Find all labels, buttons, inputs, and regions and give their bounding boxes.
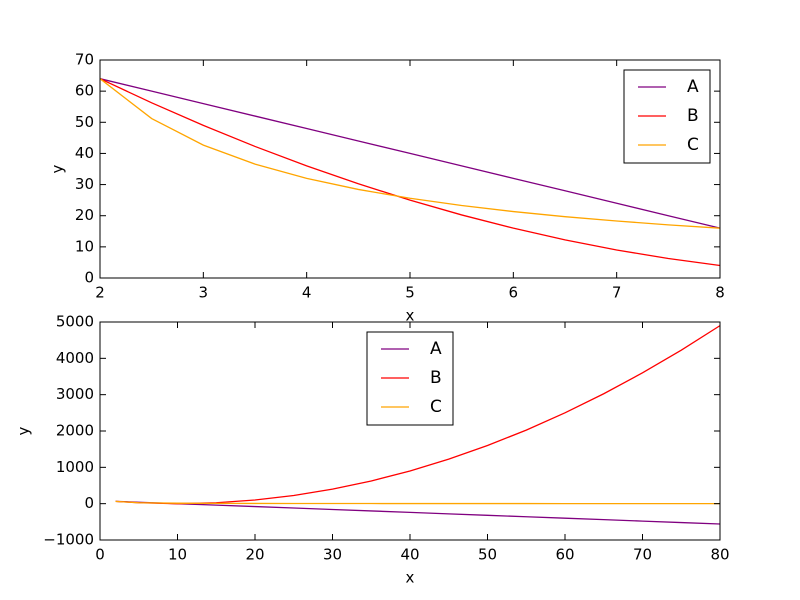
x-tick-label: 60 (555, 546, 574, 564)
y-tick-label: −1000 (43, 531, 94, 549)
legend-label: B (687, 106, 699, 126)
y-tick-label: 4000 (56, 349, 94, 367)
y-tick-label: 20 (75, 206, 94, 224)
x-tick-label: 50 (478, 546, 497, 564)
legend-box (623, 69, 711, 164)
legend-label: A (430, 339, 442, 359)
line-series (115, 500, 721, 525)
y-tick-label: 0 (84, 494, 94, 512)
x-tick-label: 0 (95, 546, 105, 564)
x-tick-label: 70 (633, 546, 652, 564)
x-tick-label: 30 (323, 546, 342, 564)
x-tick-label: 4 (302, 284, 312, 302)
y-tick-label: 70 (75, 51, 94, 69)
y-tick-label: 2000 (56, 422, 94, 440)
y-tick-label: 3000 (56, 385, 94, 403)
y-tick-label: 5000 (56, 313, 94, 331)
y-axis-label: y (15, 426, 33, 435)
line-series (99, 78, 721, 267)
line-series (115, 500, 721, 505)
line-series (99, 78, 721, 229)
x-tick-label: 40 (400, 546, 419, 564)
y-tick-label: 10 (75, 237, 94, 255)
legend-label: C (687, 135, 699, 155)
legend-label: C (430, 397, 442, 417)
x-tick-label: 6 (509, 284, 519, 302)
legend-label: B (430, 368, 442, 388)
x-tick-label: 10 (168, 546, 187, 564)
x-tick-label: 5 (405, 284, 415, 302)
y-tick-label: 40 (75, 144, 94, 162)
line-series (99, 78, 721, 229)
legend-label: A (687, 77, 699, 97)
x-tick-label: 3 (199, 284, 209, 302)
y-tick-label: 0 (84, 269, 94, 287)
x-tick-label: 20 (245, 546, 264, 564)
x-tick-label: 7 (612, 284, 622, 302)
y-tick-label: 30 (75, 175, 94, 193)
x-tick-label: 2 (95, 284, 105, 302)
x-axis-label: x (406, 569, 415, 587)
y-axis-label: y (49, 164, 67, 173)
x-tick-label: 80 (710, 546, 729, 564)
x-axis-label: x (406, 307, 415, 325)
y-tick-label: 60 (75, 82, 94, 100)
x-tick-label: 8 (715, 284, 725, 302)
y-tick-label: 50 (75, 113, 94, 131)
y-tick-label: 1000 (56, 458, 94, 476)
